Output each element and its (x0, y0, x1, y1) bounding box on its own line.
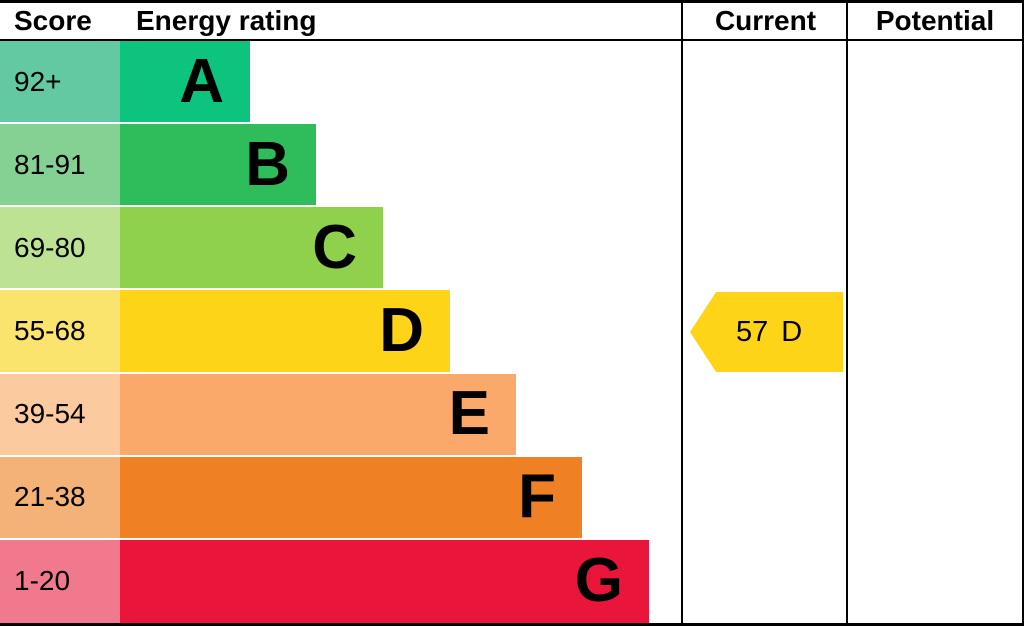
current-rating-value: 57 (736, 315, 769, 348)
band-row-e: 39-54 E (0, 373, 1022, 457)
current-rating-arrow: 57 D (690, 292, 843, 372)
band-row-f: 21-38 F (0, 456, 1022, 540)
rating-bar-b: B (120, 124, 316, 206)
score-range-f: 21-38 (14, 481, 86, 513)
rating-bar-f: F (120, 456, 582, 538)
header-current: Current (714, 5, 817, 36)
score-range-b: 81-91 (14, 148, 86, 180)
band-letter-c: C (312, 212, 357, 282)
band-letter-f: F (518, 462, 556, 532)
band-row-a: 92+ A (0, 41, 1022, 124)
score-cell-g: 1-20 (0, 539, 120, 623)
band-letter-b: B (245, 129, 290, 199)
score-cell-a: 92+ (0, 41, 120, 123)
current-rating-band: D (781, 315, 803, 348)
score-cell-e: 39-54 (0, 373, 120, 455)
header-potential: Potential (875, 5, 995, 36)
rating-bar-c: C (120, 207, 383, 289)
band-letter-d: D (379, 295, 424, 365)
band-row-d: 55-68 D (0, 290, 1022, 373)
rating-bar-e: E (120, 373, 516, 455)
header-score: Score (14, 5, 92, 36)
band-row-c: 69-80 C (0, 207, 1022, 290)
band-letter-a: A (179, 46, 224, 116)
score-cell-d: 55-68 (0, 290, 120, 372)
column-divider-rating-current (681, 3, 683, 623)
score-range-e: 39-54 (14, 398, 86, 430)
band-row-b: 81-91 B (0, 124, 1022, 207)
score-cell-b: 81-91 (0, 124, 120, 206)
rating-bar-g: G (120, 539, 649, 623)
band-letter-e: E (448, 379, 490, 449)
band-row-g: 1-20 G (0, 539, 1022, 623)
header-row: Score Energy rating Current Potential (0, 3, 1022, 41)
band-letter-g: G (574, 546, 623, 616)
rating-bar-a: A (120, 41, 250, 123)
column-divider-current-potential (846, 3, 848, 623)
score-range-g: 1-20 (14, 565, 71, 597)
score-range-c: 69-80 (14, 231, 86, 263)
header-energy-rating: Energy rating (136, 5, 317, 36)
score-range-d: 55-68 (14, 314, 86, 346)
chart-body: 92+ A 81-91 B 69-80 C 55-68 (0, 41, 1022, 623)
score-range-a: 92+ (14, 65, 62, 97)
rating-bar-d: D (120, 290, 450, 372)
score-cell-f: 21-38 (0, 456, 120, 538)
score-cell-c: 69-80 (0, 207, 120, 289)
